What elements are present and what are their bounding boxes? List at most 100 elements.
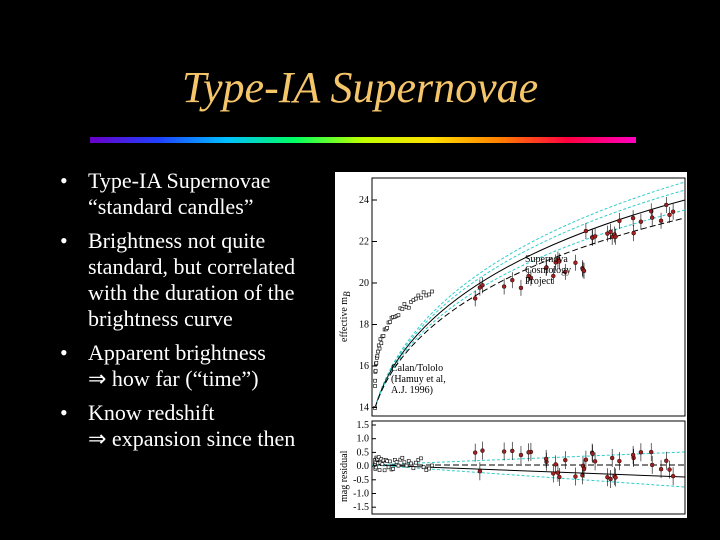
slide-title: Type-IA Supernovae [181,63,539,112]
y-tick-label: 14 [359,403,369,414]
point [630,452,636,458]
point [373,368,378,373]
point [378,337,383,342]
point [592,459,598,464]
point [477,469,483,474]
y-label-sub: B [342,291,352,297]
scp-label: Cosmology [525,265,571,276]
point [396,313,401,318]
curve [374,181,686,409]
point [379,341,384,346]
point [664,202,669,208]
point [649,462,655,468]
point [374,360,379,365]
point [543,265,549,271]
bullet-line: Apparent brightness [88,340,266,365]
data-points [373,196,676,489]
point [551,273,556,279]
point [376,455,381,460]
rainbow-rule [90,137,636,143]
y-tick-label: 16 [359,361,369,372]
bullet-line: brightness curve [88,306,233,331]
point [376,349,380,354]
bullet-line: Know redshift [88,400,215,425]
axes: 24 22 20 18 16 14 1.5 1.0 0.5 0.0 -0.5 -1.0 -1.5 effe… [339,195,571,513]
point [580,473,585,478]
point [421,290,426,295]
point [406,459,411,463]
point [573,260,578,265]
residual-frame [371,420,686,515]
point [590,451,595,456]
point [472,450,478,455]
point [409,461,413,466]
point [670,209,676,214]
point [377,468,382,472]
point [649,449,654,455]
point [630,215,636,221]
bullet-line: with the duration of the [88,280,295,305]
y-tick-label: 20 [359,278,369,289]
point [638,450,644,455]
point [406,305,411,310]
bullet-item: Apparent brightness⇒ how far (“time”) [60,340,330,392]
point [380,462,385,467]
point [557,259,562,264]
curve [374,199,686,409]
point [563,269,568,275]
residual-tick-label: 1.5 [357,420,370,431]
point [396,463,401,468]
point [416,293,421,298]
point [400,307,405,311]
point [649,209,654,214]
point [649,215,655,220]
point [638,219,644,224]
point [526,273,531,279]
point [608,476,613,482]
point [631,230,636,236]
point [377,346,382,351]
point [373,384,377,388]
residual-axis-label: mag residual [339,450,350,502]
point [551,471,556,476]
bullet-item: Know redshift⇒ expansion since then [60,400,330,452]
point [414,460,418,465]
bullet-item: Type-IA Supernovae“standard candles” [60,168,330,220]
point [421,465,426,470]
point [391,467,395,471]
point [480,448,485,453]
point [430,463,434,468]
point [581,466,587,472]
point [388,459,392,464]
calan-label: (Hamuy et al, [391,374,446,385]
point [592,234,598,239]
point [402,302,407,306]
point [386,465,391,470]
point [613,234,618,239]
point [430,289,434,294]
point [472,296,478,301]
y-axis-label: effective mB [339,291,352,342]
point [583,228,589,234]
point [404,463,409,468]
y-tick-label: 24 [359,195,369,206]
point [419,456,423,461]
point [670,473,676,479]
curve [374,189,686,409]
point [381,334,386,338]
point [501,449,507,454]
y-tick-label: 18 [359,320,369,331]
calan-label: A.J. 1996) [391,385,433,396]
point [543,456,549,462]
point [385,459,389,463]
point [617,458,622,464]
point [667,467,672,472]
point [667,212,672,218]
point [394,460,399,464]
hubble-figure: 24 22 20 18 16 14 1.5 1.0 0.5 0.0 -0.5 -1.0 -1.5 effe… [335,172,687,518]
point [573,474,578,479]
point [609,455,615,461]
residual-tick-label: -1.5 [353,502,369,513]
main-frame [371,177,686,417]
